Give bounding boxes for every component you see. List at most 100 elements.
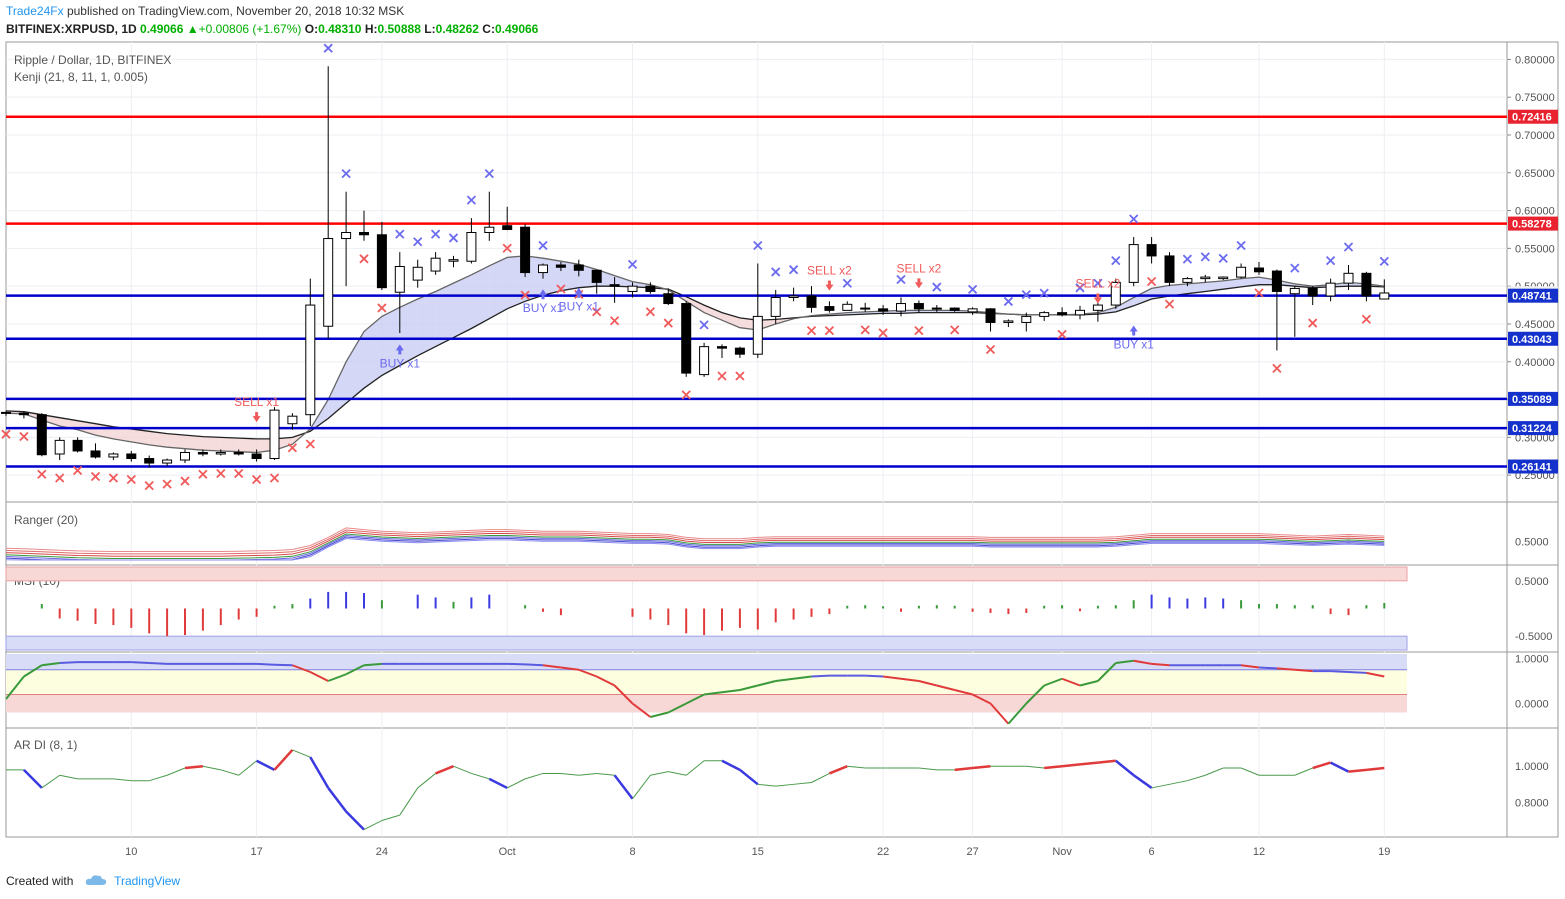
ardi-segment	[309, 756, 330, 789]
tdi-segment	[1007, 702, 1028, 725]
buy-cross-marker	[216, 468, 226, 479]
price-tag-label: 0.35089	[1512, 394, 1552, 406]
buy-cross-marker	[1379, 256, 1389, 266]
low-value: 0.48262	[435, 22, 479, 36]
candle-down	[985, 308, 996, 323]
sell-cross-marker	[19, 431, 29, 442]
kenji-cloud-bull	[364, 316, 382, 389]
sell-signal-label: SELL x2	[896, 261, 941, 275]
buy-cross-marker	[484, 169, 494, 179]
x-tick-label: 22	[877, 846, 889, 858]
candle-up	[1182, 278, 1193, 283]
buy-cross-marker	[1290, 263, 1300, 273]
tdi-segment	[149, 662, 168, 665]
ardi-segment	[506, 778, 526, 789]
ranger-band	[5, 529, 1385, 555]
buy-cross-marker	[1343, 242, 1354, 252]
kenji-cloud-bear	[220, 437, 239, 452]
ardi-segment	[560, 772, 579, 776]
footer: Created with TradingView	[6, 874, 180, 889]
tdi-segment	[775, 677, 794, 682]
y-tick-label: -0.5000	[1515, 631, 1552, 643]
kenji-cloud-bull	[489, 257, 508, 319]
symbol-label: BITFINEX:XRPUSD, 1D	[6, 22, 137, 36]
buy-signal-label: BUY x1	[523, 301, 564, 315]
tdi-segment	[1294, 668, 1313, 673]
tdi-segment	[936, 684, 955, 691]
kenji-cloud-bear	[131, 429, 150, 445]
candle-down	[663, 293, 674, 305]
tdi-segment	[256, 662, 275, 666]
y-tick-label: 0.60000	[1515, 206, 1555, 218]
ardi-segment	[488, 777, 508, 790]
ardi-segment	[775, 783, 794, 787]
sell-cross-marker	[251, 474, 262, 485]
tdi-segment	[5, 675, 25, 700]
y-tick-label: 1.0000	[1515, 654, 1549, 666]
y-tick-label: 0.45000	[1515, 319, 1555, 331]
candle-down	[1, 411, 11, 414]
ardi-segment	[381, 814, 400, 821]
ardi-segment	[292, 749, 311, 758]
sell-cross-marker	[681, 390, 691, 400]
msi-upper-zone	[5, 566, 1408, 582]
candle-down	[359, 231, 369, 236]
tdi-segment	[363, 662, 382, 667]
sell-cross-marker	[126, 474, 136, 485]
tdi-segment	[1258, 666, 1277, 670]
ardi-segment	[524, 772, 544, 780]
price-tag-label: 0.72416	[1512, 112, 1552, 124]
chart-frame	[5, 41, 1559, 838]
candle-down	[717, 346, 727, 349]
buy-arrow-icon	[574, 287, 583, 298]
candle-down	[878, 308, 889, 312]
kenji-cloud-bear	[238, 438, 257, 453]
candle-down	[126, 453, 137, 460]
ardi-segment	[1240, 767, 1260, 776]
sell-cross-marker	[72, 465, 83, 476]
buy-cross-marker	[430, 229, 441, 239]
ardi-segment	[1079, 761, 1099, 766]
buy-cross-marker	[771, 267, 781, 277]
buy-cross-marker	[1111, 255, 1121, 266]
price-change: +0.00806 (+1.67%)	[198, 22, 302, 36]
author-link[interactable]: Trade24Fx	[6, 4, 64, 18]
ranger-band	[5, 531, 1385, 557]
candle-up	[967, 308, 978, 313]
buy-cross-marker	[1325, 255, 1336, 266]
candle-down	[90, 450, 101, 458]
candle-up	[699, 346, 710, 376]
tdi-segment	[1330, 670, 1349, 673]
kenji-indicator-label: Kenji (21, 8, 11, 1, 0.005)	[14, 70, 148, 84]
tdi-segment	[1115, 659, 1134, 664]
buy-cross-marker	[1236, 240, 1246, 251]
sell-arrow-icon	[252, 412, 261, 423]
sell-cross-marker	[985, 344, 996, 355]
tdi-segment	[59, 661, 78, 664]
tdi-segment	[954, 689, 973, 696]
sell-cross-marker	[806, 325, 817, 336]
sell-cross-marker	[359, 254, 369, 264]
ardi-segment	[685, 760, 705, 776]
kenji-cloud-bull	[381, 307, 400, 376]
kenji-cloud-bear	[185, 435, 203, 451]
ardi-segment	[1061, 763, 1081, 768]
y-tick-label: 0.80000	[1515, 54, 1555, 66]
candle-down	[681, 303, 692, 374]
tdi-segment	[1043, 677, 1063, 687]
sell-cross-marker	[1254, 288, 1264, 298]
y-tick-label: 0.30000	[1515, 432, 1555, 444]
candle-up	[788, 295, 799, 299]
high-value: 0.50888	[377, 22, 421, 36]
candle-down	[913, 303, 924, 310]
buy-cross-marker	[1093, 278, 1103, 288]
open-label: O:	[304, 22, 319, 36]
sell-cross-marker	[1272, 363, 1282, 374]
chart-canvas[interactable]: 0.80000 0.75000 0.70000 0.65000 0.60000 0.550…	[0, 0, 1565, 870]
tdi-segment	[972, 693, 991, 705]
tradingview-brand-link[interactable]: TradingView	[114, 874, 181, 888]
buy-cross-marker	[341, 169, 351, 179]
ranger-title: Ranger (20)	[14, 513, 78, 527]
buy-cross-marker	[305, 439, 315, 449]
ardi-segment	[184, 764, 204, 770]
